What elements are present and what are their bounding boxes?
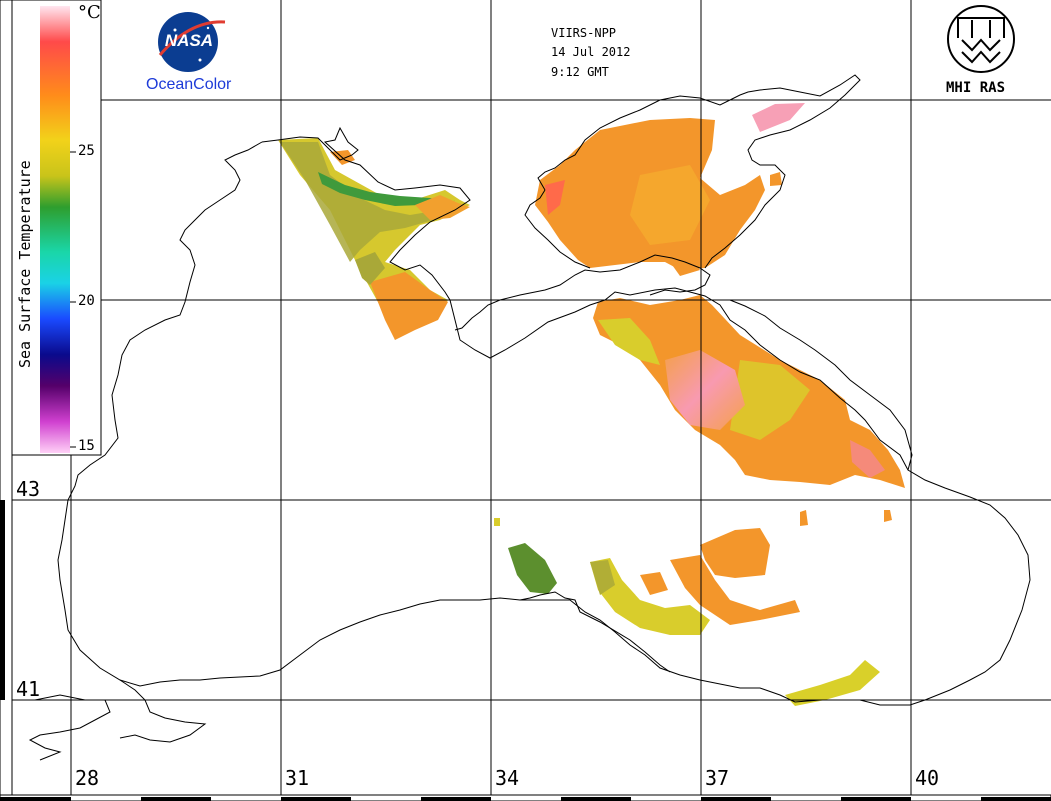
- sst-patch-speck-3: [884, 510, 892, 522]
- sst-patch-nw-orange: [370, 272, 448, 340]
- legend: [11, 0, 102, 456]
- graticule: [12, 0, 1051, 795]
- coast-azov-north: [537, 74, 861, 269]
- sst-patch-nw-green: [318, 172, 440, 206]
- sst-patches: [278, 103, 905, 706]
- coast-bosporus: [119, 679, 207, 743]
- lat-label-43: 43: [16, 477, 41, 501]
- sst-patch-azov-bay: [670, 258, 700, 276]
- bottom-ruler: [0, 794, 1051, 801]
- sst-patch-east-pink: [665, 350, 745, 430]
- sst-patch-south-orange-c: [640, 572, 668, 595]
- sst-patch-speck-4: [770, 172, 782, 186]
- legend-tick-20: 20: [78, 293, 95, 309]
- coast-south-bay: [519, 591, 671, 673]
- lon-label-37: 37: [705, 766, 730, 790]
- mhi-logo: [947, 5, 1015, 73]
- nasa-badge-text: NASA: [164, 31, 214, 50]
- sst-patch-south-yellow-a: [590, 558, 710, 635]
- legend-tick-15: 15: [78, 438, 95, 454]
- sst-patch-nw-olive2: [355, 252, 385, 285]
- lon-label-31: 31: [285, 766, 310, 790]
- lon-label-40: 40: [915, 766, 940, 790]
- legend-unit: °C: [78, 2, 101, 23]
- coast-azov-west: [524, 189, 591, 269]
- mhi-ras-caption: MHI RAS: [946, 80, 1006, 96]
- date-label: 14 Jul 2012: [551, 45, 631, 59]
- coastline: [28, 74, 1031, 761]
- sst-patch-azov-red: [545, 180, 565, 215]
- sst-patch-south-olive-a: [590, 560, 615, 595]
- coast-crimea: [454, 254, 711, 331]
- sensor-label: VIIRS-NPP: [551, 26, 617, 40]
- sst-patch-south-orange-a: [700, 528, 770, 578]
- sst-patch-azov-pink: [752, 103, 805, 132]
- time-label: 9:12 GMT: [551, 65, 609, 79]
- coast-marmara: [28, 694, 111, 761]
- sst-patch-speck-1: [494, 518, 500, 526]
- sst-patch-east-pink2: [850, 440, 885, 478]
- lon-label-28: 28: [75, 766, 100, 790]
- coast-east: [729, 299, 913, 471]
- lon-label-34: 34: [495, 766, 520, 790]
- left-ruler: [0, 0, 13, 796]
- sst-patch-south-orange-b: [670, 555, 800, 625]
- sst-patch-south-green: [508, 543, 557, 594]
- legend-colorbar: [40, 6, 70, 453]
- lat-label-41: 41: [16, 677, 41, 701]
- legend-tick-25: 25: [78, 143, 95, 159]
- oceancolor-caption: OceanColor: [146, 76, 232, 93]
- sst-patch-east-yellow: [598, 318, 660, 365]
- sst-patch-nw-orange2: [415, 195, 470, 220]
- sst-patch-nw-olive: [280, 142, 455, 262]
- sst-patch-speck-2: [800, 510, 808, 526]
- sst-patch-south-yellow-b: [785, 660, 880, 706]
- sst-patch-azov-light: [630, 165, 710, 245]
- nasa-logo: [158, 12, 226, 72]
- sst-patch-east-yellow2: [730, 360, 810, 440]
- legend-title: Sea Surface Temperature: [16, 160, 36, 368]
